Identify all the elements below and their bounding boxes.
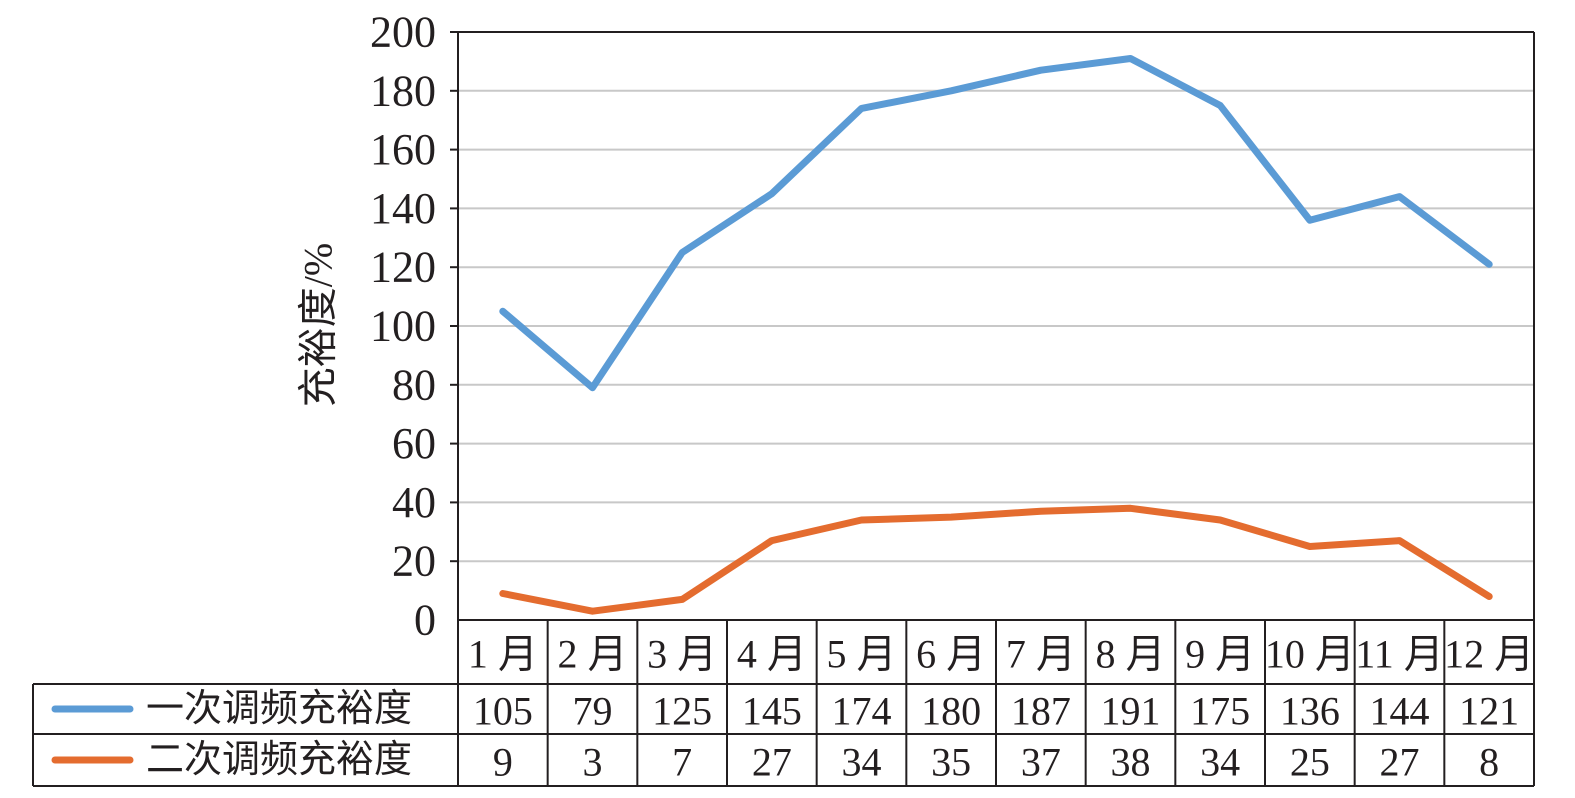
- data-value-label: 174: [832, 689, 892, 734]
- data-value-label: 144: [1370, 689, 1430, 734]
- data-value-label: 3: [583, 740, 603, 785]
- gridlines: [458, 89, 1534, 563]
- y-tick-label: 80: [392, 360, 436, 409]
- y-tick-label: 120: [370, 243, 436, 292]
- data-value-label: 34: [842, 740, 882, 785]
- data-value-label: 180: [921, 689, 981, 734]
- x-category-label: 7 月: [1006, 632, 1076, 677]
- y-tick-label: 180: [370, 66, 436, 115]
- data-value-label: 27: [1380, 740, 1420, 785]
- x-category-label: 11 月: [1355, 632, 1444, 677]
- legend-label-1: 一次调频充裕度: [146, 688, 412, 730]
- data-value-label: 105: [473, 689, 533, 734]
- y-tick-label: 140: [370, 184, 436, 233]
- y-tick-label: 0: [414, 596, 436, 645]
- data-value-label: 37: [1021, 740, 1061, 785]
- data-table-cells: 1 月 2 月 3 月 4 月 5 月 6 月 7 月 8 月 9 月 10 月 11 月 12 月一…: [51, 632, 1534, 785]
- x-category-label: 8 月: [1096, 632, 1166, 677]
- x-category-label: 9 月: [1185, 632, 1255, 677]
- y-tick-label: 100: [370, 302, 436, 351]
- data-value-label: 187: [1011, 689, 1071, 734]
- data-value-label: 125: [652, 689, 712, 734]
- x-category-label: 10 月: [1265, 632, 1355, 677]
- data-table-lines: [32, 31, 1535, 787]
- data-value-label: 79: [573, 689, 613, 734]
- data-value-label: 145: [742, 689, 802, 734]
- y-tick-label: 60: [392, 419, 436, 468]
- data-value-label: 35: [931, 740, 971, 785]
- data-value-label: 191: [1101, 689, 1161, 734]
- x-category-label: 1 月: [468, 632, 538, 677]
- series-line-2: [499, 504, 1493, 615]
- y-tick-label: 20: [392, 537, 436, 586]
- x-category-label: 4 月: [737, 632, 807, 677]
- data-value-label: 8: [1479, 740, 1499, 785]
- y-axis-label: 充裕度/%: [296, 243, 341, 407]
- series-lines: [499, 55, 1493, 615]
- data-value-label: 27: [752, 740, 792, 785]
- data-value-label: 136: [1280, 689, 1340, 734]
- data-value-label: 25: [1290, 740, 1330, 785]
- x-category-label: 12 月: [1444, 632, 1534, 677]
- data-value-label: 121: [1459, 689, 1519, 734]
- data-value-label: 7: [672, 740, 692, 785]
- y-tick-label: 40: [392, 478, 436, 527]
- data-value-label: 175: [1190, 689, 1250, 734]
- y-axis-ticks: 0 20 40 60 80 100 120 140 160 180 200: [370, 8, 458, 645]
- legend-label-2: 二次调频充裕度: [146, 739, 412, 781]
- data-value-label: 9: [493, 740, 513, 785]
- x-category-label: 6 月: [916, 632, 986, 677]
- x-category-label: 2 月: [558, 632, 628, 677]
- series-line-1: [499, 55, 1493, 392]
- y-tick-label: 160: [370, 125, 436, 174]
- x-category-label: 3 月: [647, 632, 717, 677]
- data-value-label: 38: [1111, 740, 1151, 785]
- data-value-label: 34: [1200, 740, 1240, 785]
- y-tick-label: 200: [370, 8, 436, 57]
- x-category-label: 5 月: [827, 632, 897, 677]
